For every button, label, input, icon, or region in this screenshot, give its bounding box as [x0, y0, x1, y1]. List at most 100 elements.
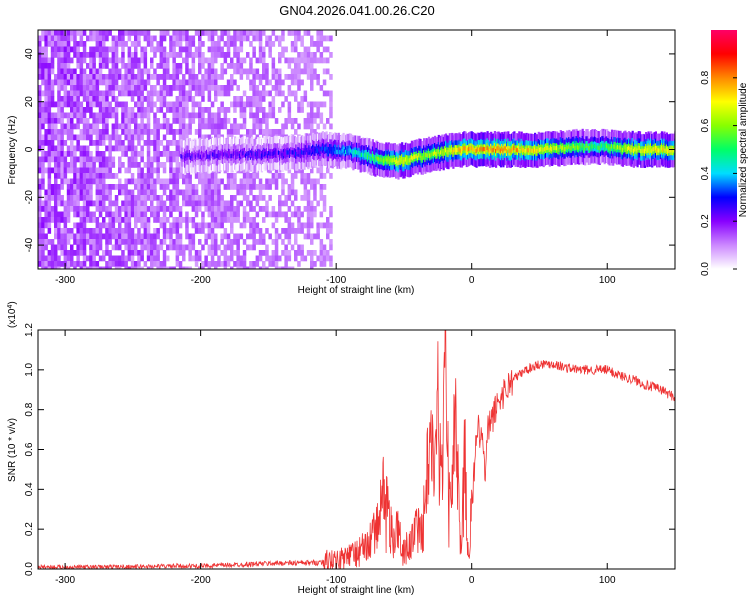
heat-cell — [303, 90, 308, 97]
heat-cell — [54, 233, 58, 240]
heat-cell — [118, 134, 122, 141]
heat-cell — [150, 184, 154, 190]
heat-cell — [185, 63, 189, 69]
heat-cell — [524, 149, 527, 154]
heat-cell — [130, 228, 135, 234]
heat-cell — [319, 239, 324, 245]
heat-cell — [326, 68, 330, 75]
heat-cell — [73, 261, 77, 267]
heat-cell — [271, 173, 276, 179]
heat-cell — [178, 211, 183, 218]
heat-cell — [95, 261, 100, 267]
heat-cell — [108, 228, 112, 234]
heat-cell — [50, 41, 55, 47]
heat-cell — [210, 79, 215, 86]
heat-cell — [172, 140, 176, 146]
heat-cell — [82, 217, 87, 223]
heat-cell — [271, 151, 274, 157]
heat-cell — [217, 123, 221, 130]
heat-cell — [114, 184, 119, 190]
heat-cell — [268, 41, 272, 47]
heat-cell — [178, 261, 183, 267]
heat-cell — [98, 189, 103, 196]
heat-cell — [38, 41, 42, 47]
heat-cell — [54, 162, 58, 168]
heat-cell — [118, 90, 122, 97]
heat-cell — [60, 151, 64, 157]
heat-cell — [281, 129, 285, 135]
heat-cell — [70, 195, 74, 201]
heat-cell — [236, 52, 240, 58]
heat-cell — [640, 148, 643, 154]
heat-cell — [217, 46, 221, 53]
heat-cell — [70, 134, 74, 141]
heat-cell — [143, 184, 148, 190]
heat-cell — [130, 162, 135, 168]
heat-cell — [558, 147, 561, 152]
heat-cell — [114, 96, 119, 102]
heat-cell — [98, 96, 103, 102]
heat-cell — [271, 68, 276, 75]
heat-cell — [89, 151, 93, 157]
heat-cell — [423, 152, 426, 158]
heat-cell — [118, 178, 122, 185]
heat-cell — [38, 35, 42, 42]
heat-cell — [47, 167, 52, 174]
heat-cell — [586, 143, 589, 148]
heat-cell — [124, 206, 128, 212]
heat-cell — [249, 184, 253, 190]
heat-cell — [169, 101, 173, 108]
heat-cell — [38, 96, 42, 102]
heat-cell — [92, 233, 96, 240]
heat-cell — [316, 123, 320, 130]
heat-cell — [50, 261, 55, 267]
heat-cell — [319, 85, 324, 91]
heat-cell — [134, 85, 138, 91]
heat-cell — [204, 239, 208, 245]
heat-cell — [469, 146, 472, 151]
heat-cell — [313, 41, 317, 47]
heat-cell — [50, 167, 55, 174]
heat-cell — [108, 151, 112, 157]
heat-cell — [127, 63, 132, 69]
heat-cell — [271, 30, 276, 36]
heat-cell — [262, 74, 266, 80]
heat-cell — [102, 222, 106, 229]
heat-cell — [121, 85, 125, 91]
heat-cell — [214, 123, 218, 130]
heat-cell — [98, 178, 103, 185]
heat-cell — [114, 233, 119, 240]
heat-cell — [310, 79, 314, 86]
heat-cell — [268, 107, 272, 113]
heat-cell — [226, 178, 231, 185]
heat-cell — [111, 255, 116, 262]
heat-cell — [249, 129, 253, 135]
heat-cell — [435, 151, 438, 157]
heat-cell — [95, 145, 100, 152]
heat-cell — [130, 211, 135, 218]
heat-cell — [140, 96, 144, 102]
heat-cell — [182, 74, 186, 80]
heat-cell — [329, 123, 333, 130]
heat-cell — [204, 173, 208, 179]
heat-cell — [287, 112, 292, 119]
heat-cell — [306, 52, 311, 58]
snr-multiplier: (x104) — [7, 301, 19, 328]
heat-cell — [169, 74, 173, 80]
heat-cell — [153, 255, 157, 262]
heat-cell — [95, 112, 100, 119]
heat-cell — [108, 189, 112, 196]
heat-cell — [89, 68, 93, 75]
heat-cell — [121, 74, 125, 80]
heat-cell — [306, 250, 311, 256]
heat-cell — [664, 148, 667, 153]
heat-cell — [233, 178, 237, 185]
heat-cell — [236, 129, 240, 135]
heat-cell — [255, 184, 260, 190]
heat-cell — [47, 145, 52, 152]
heat-cell — [47, 68, 52, 75]
heat-cell — [297, 211, 301, 218]
heat-cell — [316, 200, 320, 207]
heat-cell — [47, 134, 52, 141]
heat-cell — [207, 173, 212, 179]
